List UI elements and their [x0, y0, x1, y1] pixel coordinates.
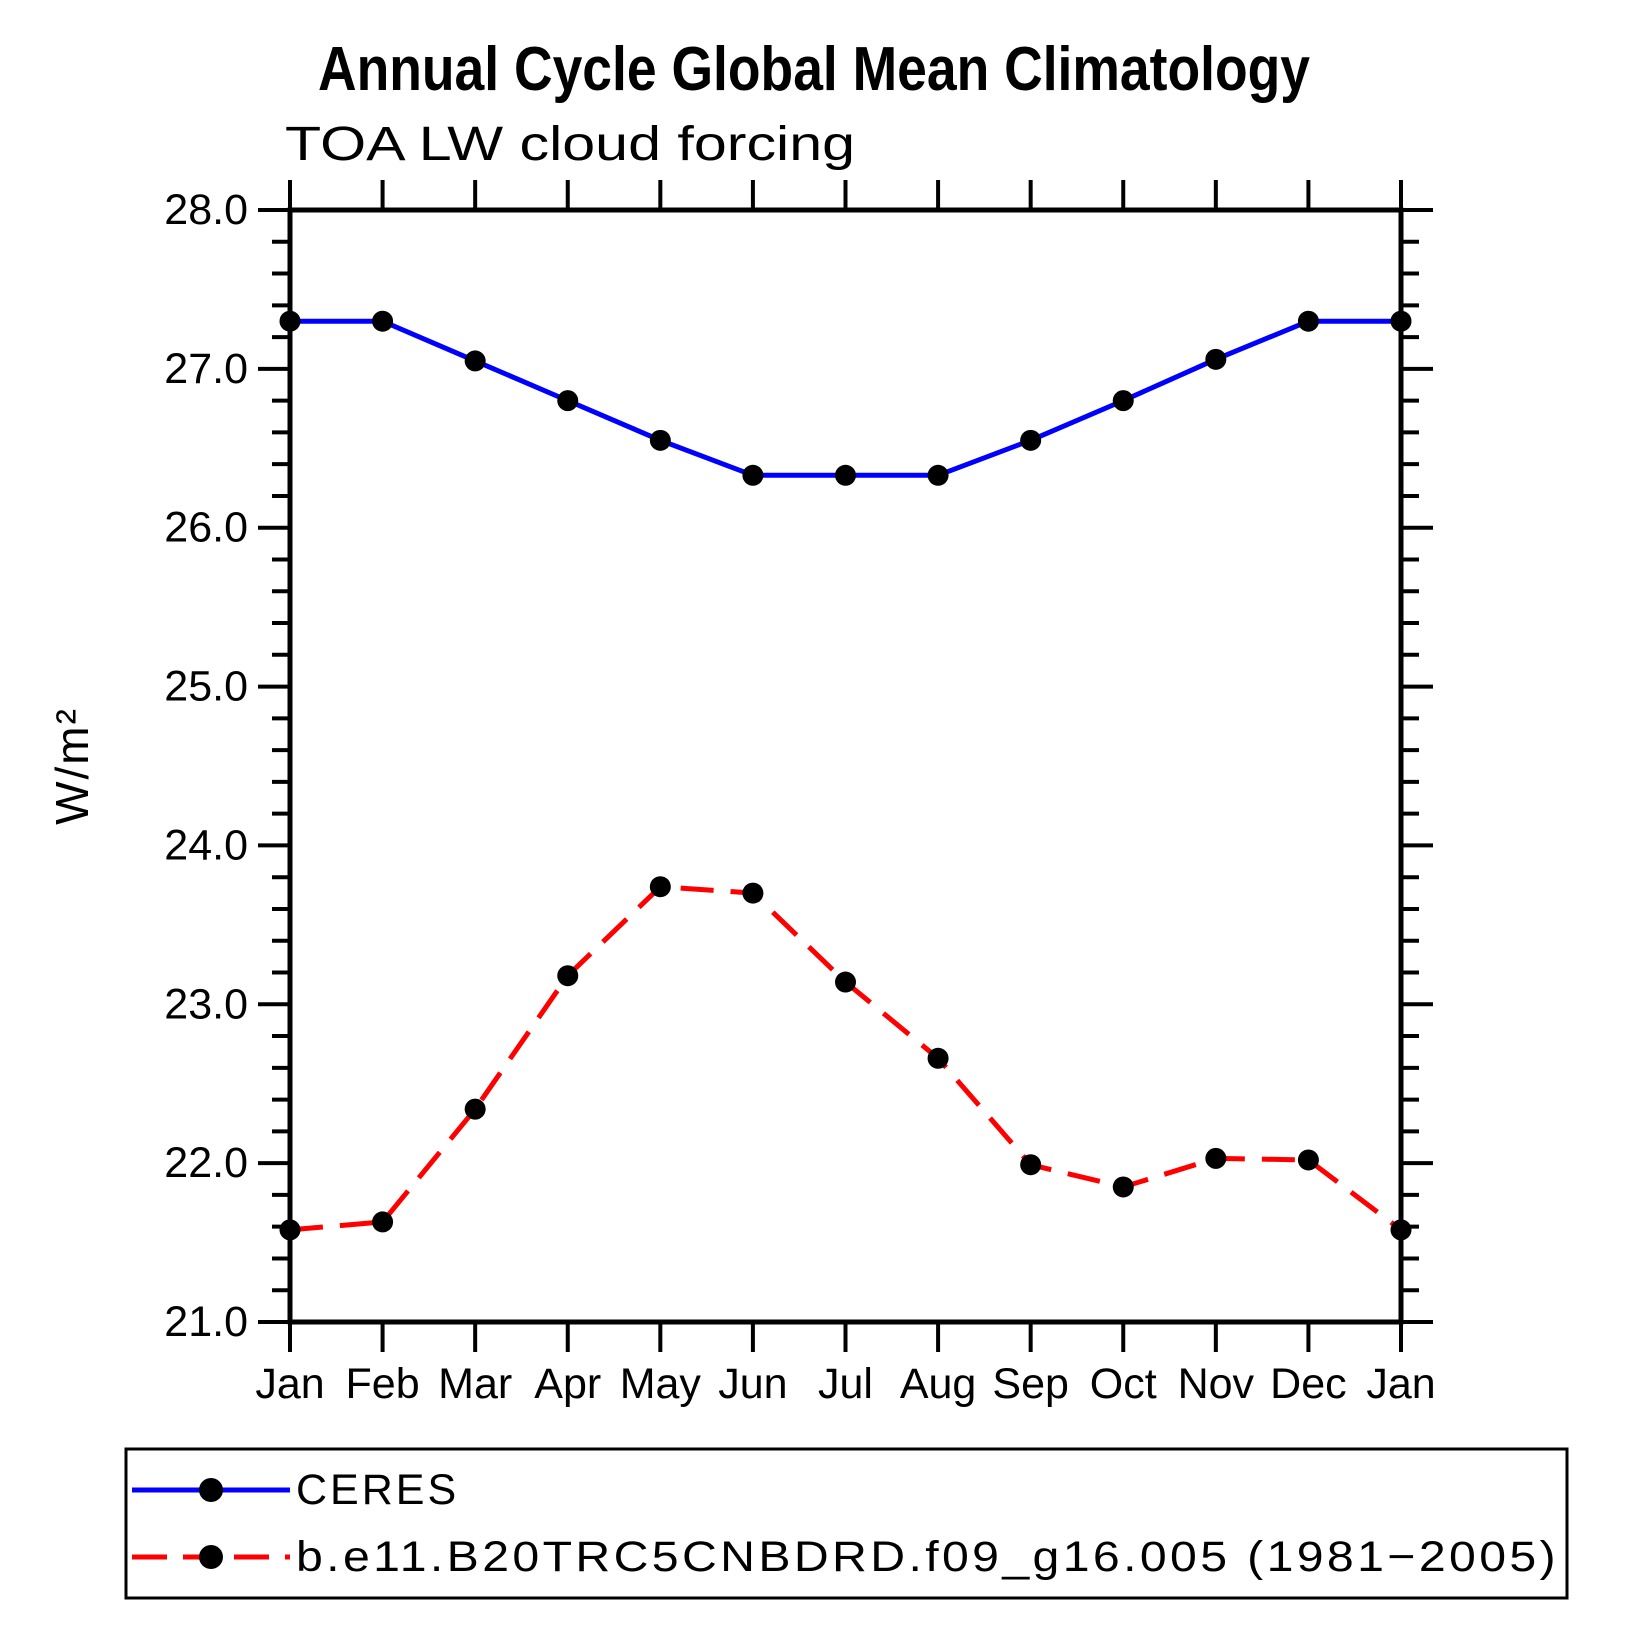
series-line [290, 318, 1401, 478]
data-point-marker [464, 350, 486, 372]
legend: CERES b.e11.B20TRC5CNBDRD.f09_g16.005 (19… [124, 1447, 1569, 1600]
data-point-marker [1390, 1219, 1412, 1241]
x-tick-label: Jan [255, 1360, 324, 1408]
data-point-marker [557, 390, 579, 412]
data-point-marker [1020, 1154, 1042, 1176]
data-point-marker [835, 464, 856, 486]
data-point-marker [557, 965, 579, 987]
x-tick-label: May [620, 1360, 702, 1408]
data-point-marker [927, 1047, 949, 1069]
data-point-marker [927, 464, 949, 486]
legend-label: b.e11.B20TRC5CNBDRD.f09_g16.005 (1981−20… [296, 1533, 1559, 1581]
legend-marker [199, 1545, 223, 1569]
y-tick-label: 26.0 [164, 504, 248, 552]
data-point-marker [279, 1219, 301, 1241]
series-markers [279, 310, 1412, 1241]
chart-subtitle: TOA LW cloud forcing [285, 118, 855, 171]
y-tick-label: 28.0 [164, 186, 248, 234]
y-tick-label: 25.0 [164, 663, 248, 711]
y-tick-label: 23.0 [164, 980, 248, 1028]
data-point-marker [1390, 310, 1412, 332]
x-tick-label: Mar [438, 1360, 512, 1408]
data-point-marker [1112, 1176, 1134, 1198]
data-point-marker [1297, 310, 1319, 332]
x-tick-label: Sep [992, 1360, 1069, 1408]
y-tick-label: 22.0 [164, 1139, 248, 1187]
plot-frame [287, 207, 1404, 1325]
legend-marker [199, 1478, 223, 1502]
data-point-marker [464, 1098, 486, 1120]
data-point-marker [372, 310, 394, 332]
data-point-marker [1205, 348, 1227, 370]
legend-items: CERES b.e11.B20TRC5CNBDRD.f09_g16.005 (19… [132, 1466, 1559, 1581]
data-point-marker [742, 882, 764, 904]
data-point-marker [835, 971, 856, 993]
legend-box [124, 1447, 1569, 1600]
data-point-marker [279, 310, 301, 332]
plot-ticks [258, 180, 1433, 1352]
legend-label: CERES [296, 1466, 459, 1514]
y-tick-label: 24.0 [164, 821, 248, 869]
x-tick-label: Nov [1178, 1360, 1255, 1408]
data-point-marker [742, 464, 764, 486]
x-tick-label: Aug [900, 1360, 977, 1408]
x-tick-label: Apr [534, 1360, 601, 1408]
data-point-marker [649, 429, 671, 451]
chart-title: Annual Cycle Global Mean Climatology [318, 35, 1310, 104]
y-tick-label: 27.0 [164, 345, 248, 393]
data-point-marker [649, 876, 671, 898]
series-line [289, 884, 1403, 1233]
x-tick-label: Dec [1270, 1360, 1346, 1408]
y-axis-title: W/m² [46, 707, 98, 825]
x-tick-label: Jun [718, 1360, 787, 1408]
x-tick-label: Jan [1366, 1360, 1435, 1408]
data-point-marker [1020, 429, 1042, 451]
data-point-marker [1112, 390, 1134, 412]
x-tick-label: Feb [346, 1360, 420, 1408]
y-tick-labels: 21.0 22.0 23.0 24.0 25.0 26.0 27.0 28.0 [164, 186, 248, 1346]
data-point-marker [372, 1211, 394, 1233]
data-point-marker [1205, 1147, 1227, 1169]
data-point-marker [1297, 1149, 1319, 1171]
x-tick-label: Oct [1090, 1360, 1157, 1408]
series-lines [289, 318, 1403, 1233]
y-tick-label: 21.0 [164, 1298, 248, 1346]
x-tick-labels: Jan Feb Mar Apr May Jun Jul Aug Sep Oct Nov Dec Jan [255, 1360, 1435, 1408]
x-tick-label: Jul [818, 1360, 873, 1408]
